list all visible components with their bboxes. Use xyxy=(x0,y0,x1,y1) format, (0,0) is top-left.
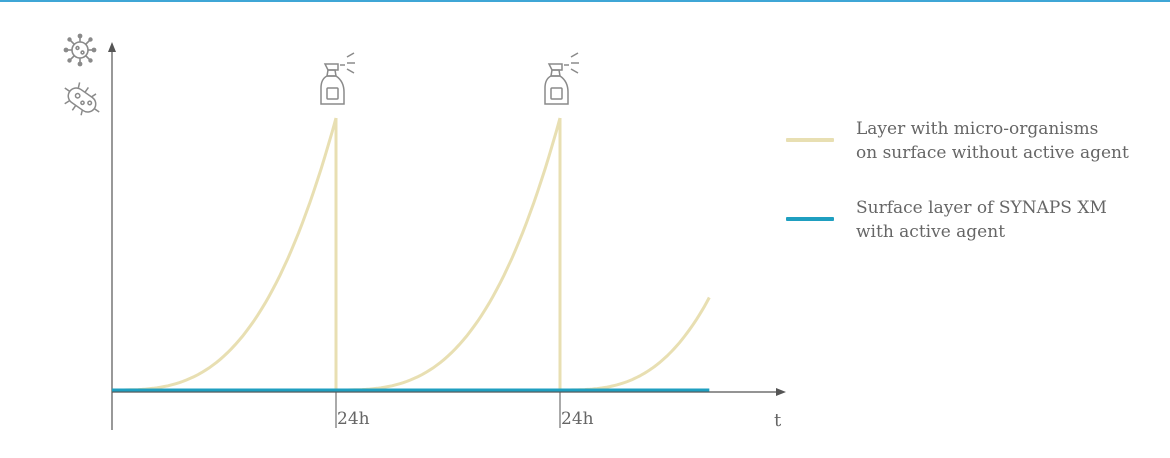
legend-label-synaps: Surface layer of SYNAPS XM with active a… xyxy=(856,196,1170,244)
legend-swatch-synaps xyxy=(786,217,834,221)
legend-item-microorganisms: Layer with micro-organisms on surface wi… xyxy=(786,117,1170,165)
microorganism-growth-curve xyxy=(560,296,711,392)
x-tick-label: 24h xyxy=(337,409,370,429)
legend-label-line: on surface without active agent xyxy=(856,143,1129,163)
top-rule xyxy=(0,0,1170,2)
legend-label-microorganisms: Layer with micro-organisms on surface wi… xyxy=(856,117,1170,165)
legend-swatch-microorganisms xyxy=(786,138,834,142)
y-axis-arrow xyxy=(108,42,116,52)
microorganism-growth-curve xyxy=(336,117,562,392)
spray-bottle-icon xyxy=(320,52,355,105)
x-axis-label: t xyxy=(774,410,782,431)
legend-label-line: with active agent xyxy=(856,222,1006,242)
legend-label-line: Surface layer of SYNAPS XM xyxy=(856,198,1107,218)
x-tick-label: 24h xyxy=(561,409,594,429)
x-axis-arrow xyxy=(776,388,786,396)
bacteria-icon xyxy=(64,82,100,116)
virus-icon xyxy=(63,33,97,67)
microorganism-growth-curve xyxy=(112,117,338,392)
legend-label-line: Layer with micro-organisms xyxy=(856,119,1099,139)
legend-item-synaps: Surface layer of SYNAPS XM with active a… xyxy=(786,196,1170,244)
spray-bottle-icon xyxy=(544,52,579,105)
